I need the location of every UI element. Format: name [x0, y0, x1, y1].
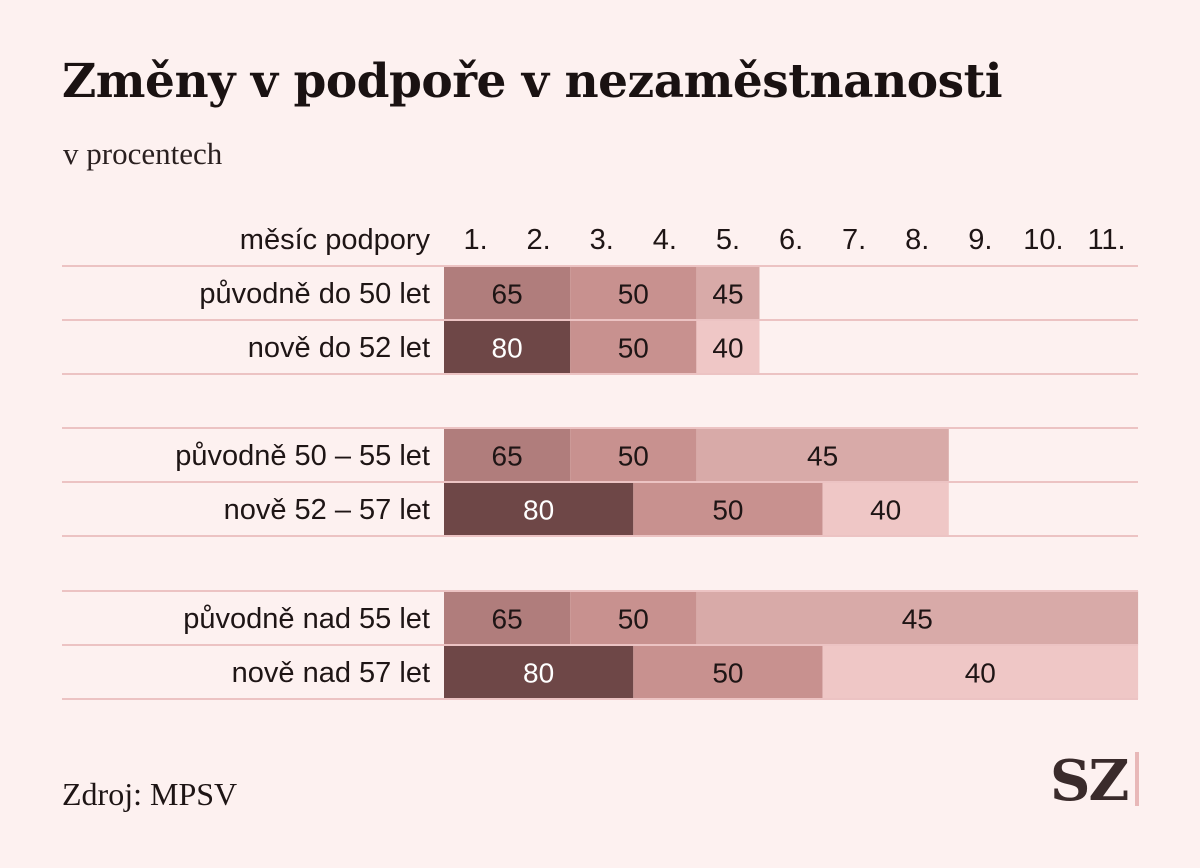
bar-segment: [570, 320, 697, 374]
row-label: původně do 50 let: [199, 278, 430, 310]
data-label: 50: [618, 441, 649, 472]
header-label: měsíc podpory: [240, 224, 431, 256]
month-tick-label: 3.: [590, 224, 614, 256]
bar-segment: [822, 645, 1139, 699]
bar-segment: [633, 645, 823, 699]
sz-logo: SZ: [1050, 748, 1140, 814]
month-tick-label: 10.: [1023, 224, 1063, 256]
month-tick-label: 1.: [463, 224, 487, 256]
bar-segment: [444, 428, 571, 482]
bar-segment: [444, 591, 571, 645]
logo-bar: [1135, 752, 1140, 806]
bar-segment: [696, 428, 949, 482]
bar-segment: [633, 482, 823, 536]
bar-segment: [444, 320, 571, 374]
month-tick-label: 2.: [527, 224, 551, 256]
chart-title: Změny v podpoře v nezaměstnanosti: [62, 54, 1003, 109]
data-label: 40: [870, 495, 901, 526]
month-tick-label: 8.: [905, 224, 929, 256]
bar-segment: [570, 428, 697, 482]
data-label: 65: [492, 279, 523, 310]
data-label: 80: [523, 658, 554, 689]
month-tick-label: 11.: [1087, 224, 1125, 256]
data-label: 80: [523, 495, 554, 526]
data-label: 45: [807, 441, 838, 472]
bar-segment: [570, 266, 697, 320]
data-label: 45: [902, 604, 933, 635]
month-tick-label: 7.: [842, 224, 866, 256]
bar-segment: [696, 320, 760, 374]
chart-subtitle: v procentech: [63, 136, 223, 171]
row-label: nově do 52 let: [248, 332, 430, 364]
month-tick-label: 5.: [716, 224, 740, 256]
data-label: 50: [618, 604, 649, 635]
row-label: původně nad 55 let: [183, 603, 430, 635]
bar-segment: [570, 591, 697, 645]
logo-text: SZ: [1050, 748, 1129, 814]
data-label: 50: [618, 333, 649, 364]
source-note: Zdroj: MPSV: [62, 776, 238, 812]
bar-segment: [696, 266, 760, 320]
bar-segment: [444, 266, 571, 320]
month-tick-label: 4.: [653, 224, 677, 256]
data-label: 50: [712, 658, 743, 689]
data-label: 65: [492, 441, 523, 472]
bar-segment: [444, 645, 634, 699]
data-label: 40: [712, 333, 743, 364]
month-tick-label: 9.: [968, 224, 992, 256]
data-label: 45: [712, 279, 743, 310]
data-label: 65: [492, 604, 523, 635]
row-label: nově nad 57 let: [232, 657, 430, 689]
data-label: 50: [712, 495, 743, 526]
bar-segment: [696, 591, 1139, 645]
bar-segment: [444, 482, 634, 536]
row-label: nově 52 – 57 let: [224, 494, 430, 526]
bar-segment: [822, 482, 949, 536]
month-tick-label: 6.: [779, 224, 803, 256]
data-label: 50: [618, 279, 649, 310]
data-label: 40: [965, 658, 996, 689]
row-label: původně 50 – 55 let: [175, 440, 430, 472]
data-label: 80: [492, 333, 523, 364]
